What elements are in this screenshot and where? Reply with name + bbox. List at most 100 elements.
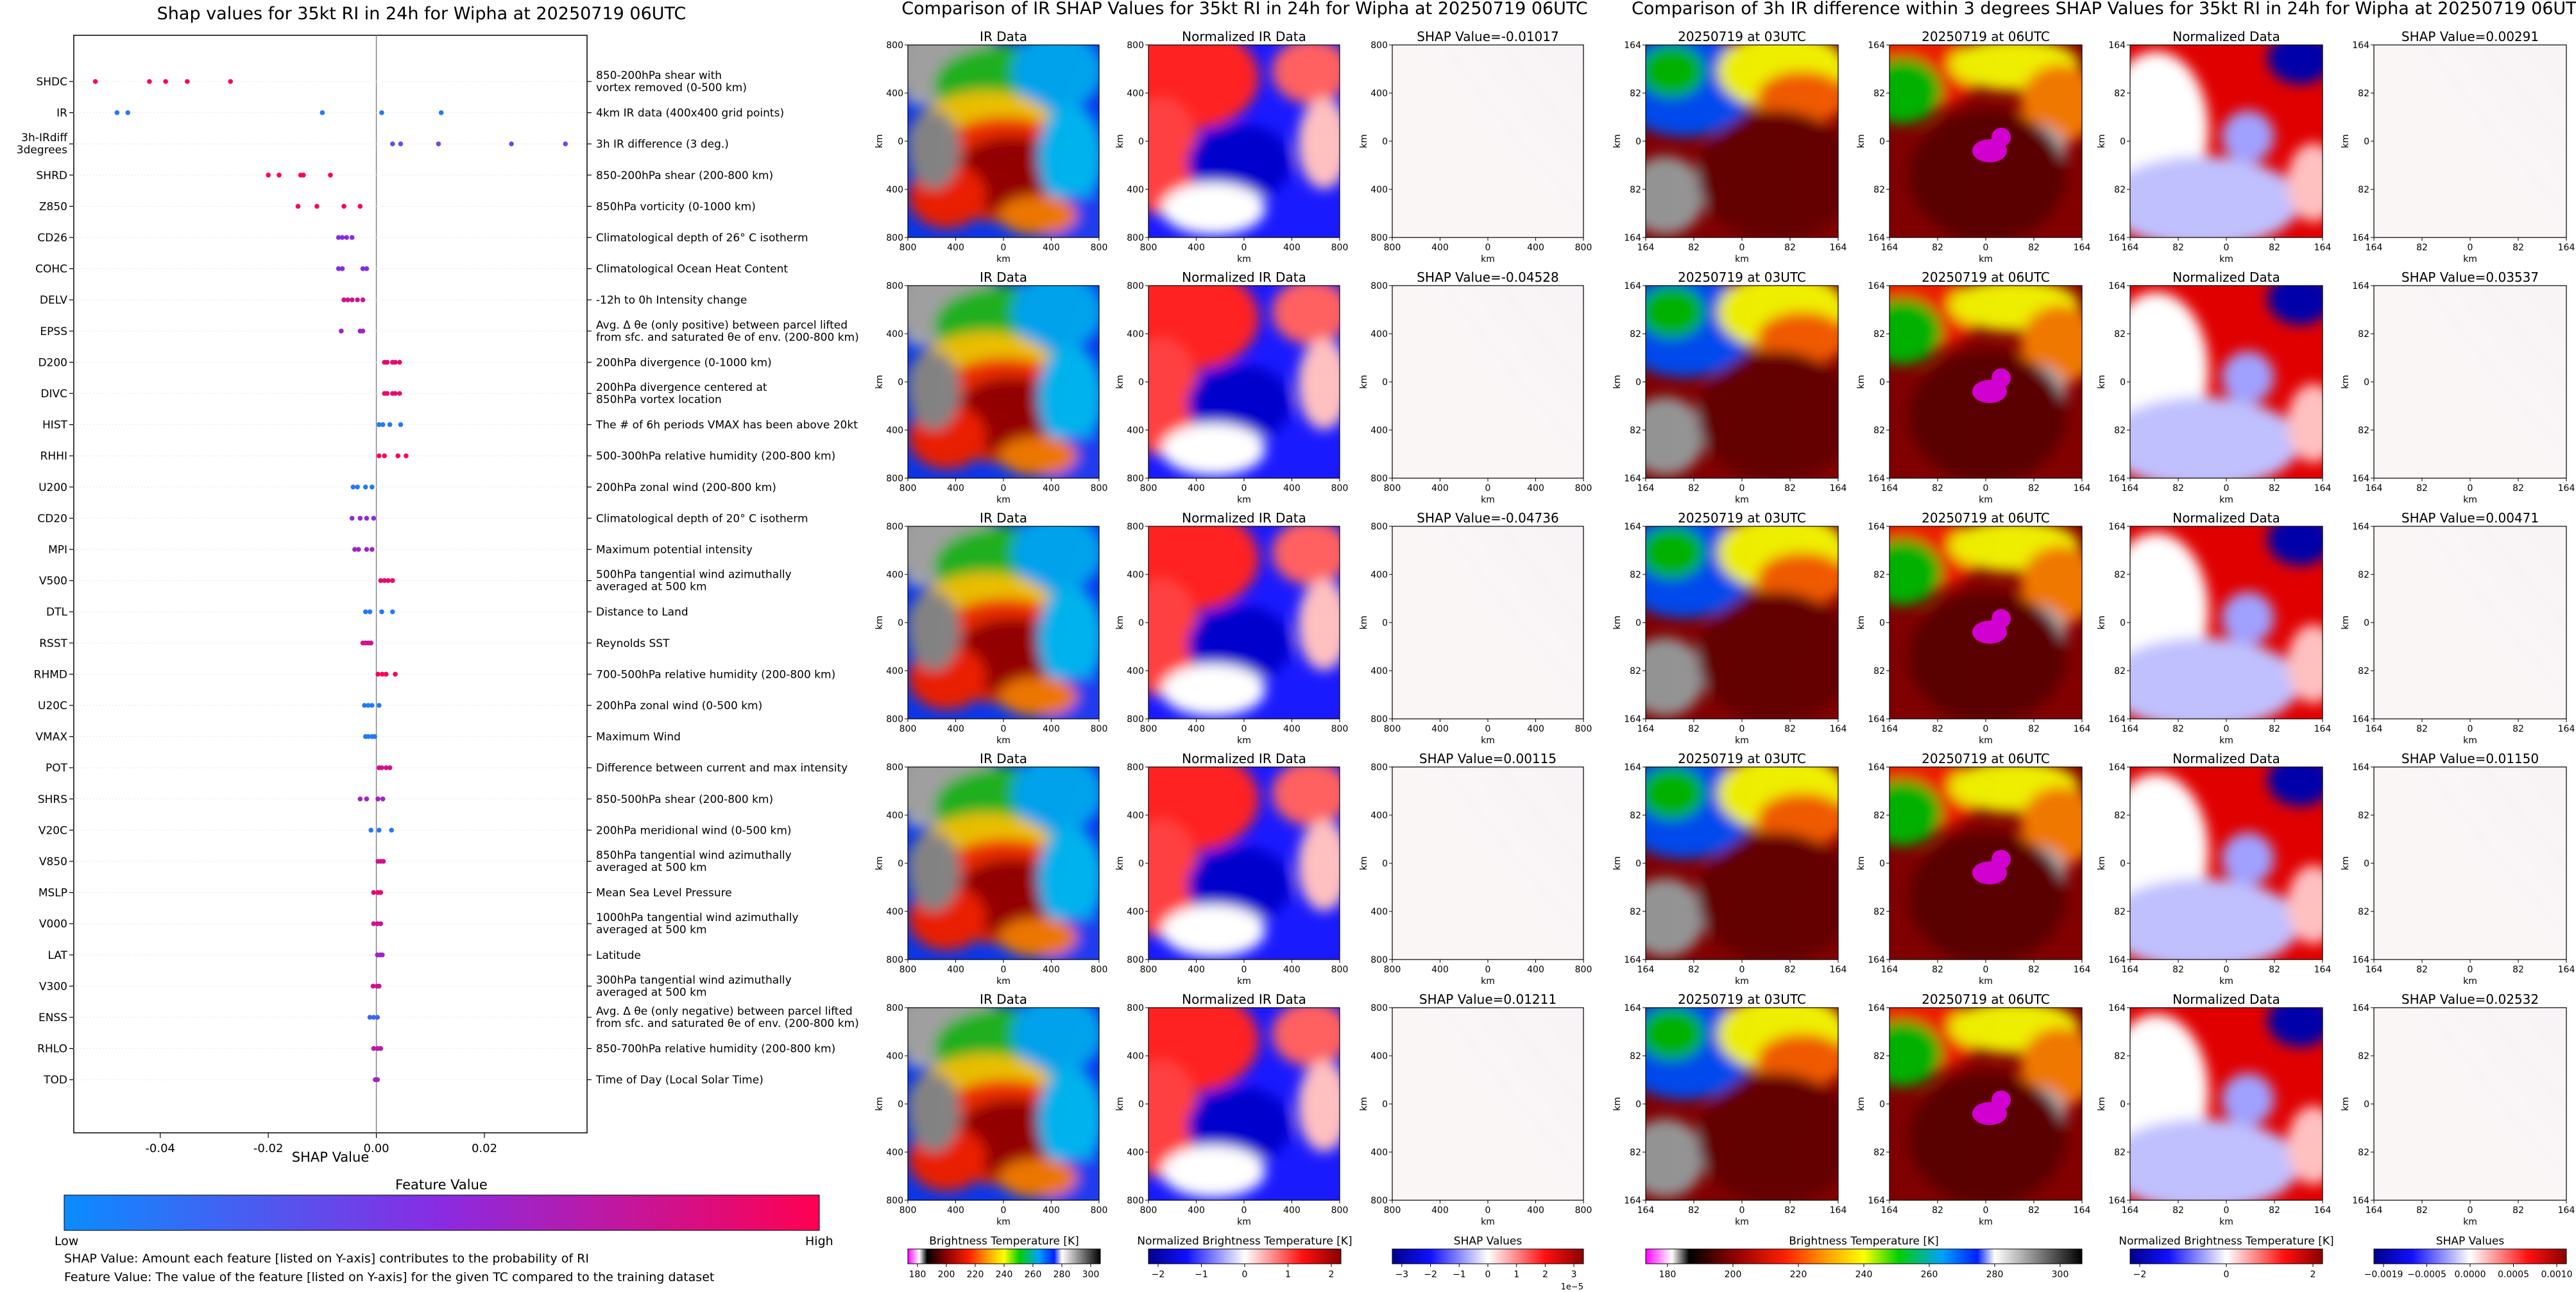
image-panels: IR Data 800 400 0 400 800 800 400 0 400 800 km km Nor…: [874, 29, 2575, 1227]
shap-point: [379, 110, 384, 116]
shap-point: [372, 734, 377, 739]
panel-xtick-label: 82: [2512, 965, 2524, 975]
panel-xtick-label: 400: [947, 243, 964, 253]
panel-ytick-label: 800: [1370, 474, 1388, 484]
panel-xlabel: km: [1735, 254, 1749, 264]
colorbar-tick-label: 260: [1921, 1270, 1938, 1280]
panel-ytick-label: 400: [1127, 811, 1144, 821]
plot-frame: [73, 35, 588, 1133]
shap-point: [355, 297, 360, 303]
panel-xlabel: km: [1979, 1217, 1993, 1227]
shap-point: [390, 141, 395, 146]
panel-xtick-label: 164: [2122, 483, 2139, 494]
shap-point: [438, 110, 444, 116]
panel-ytick-label: 400: [886, 1051, 903, 1062]
panel-title: SHAP Value=-0.04736: [1417, 510, 1558, 526]
panel-xtick-label: 0: [1485, 965, 1491, 975]
panel-ytick-label: 82: [1630, 329, 1641, 340]
colorbar-tick-label: 300: [2052, 1270, 2069, 1280]
panel-title: 20250719 at 03UTC: [1678, 510, 1806, 526]
panel-xtick-label: 400: [1283, 483, 1301, 494]
panel-title: Normalized IR Data: [1182, 270, 1306, 285]
panel-xtick-label: 0: [2224, 243, 2230, 253]
feature-description: 1000hPa tangential wind azimuthally: [596, 911, 799, 924]
panel-xtick-label: 164: [1881, 243, 1898, 253]
panel-xtick-label: 0: [1241, 243, 1247, 253]
panel-ytick-label: 164: [1868, 762, 1885, 773]
panel-ylabel: km: [1115, 616, 1125, 630]
shap-point: [371, 1015, 377, 1020]
shap-point: [382, 453, 388, 458]
panel-ytick-label: 800: [886, 474, 903, 484]
panel-ytick-label: 0: [1635, 1099, 1641, 1110]
colorbar-tick-label: 280: [1053, 1270, 1071, 1280]
shap-point: [366, 703, 371, 708]
panel-image: [1392, 766, 1584, 960]
feature-description: 700-500hPa relative humidity (200-800 km…: [596, 668, 835, 681]
feature-code: U20C: [38, 700, 67, 712]
panel-ytick-label: 164: [1624, 281, 1641, 291]
panel-xtick-label: 0: [1983, 243, 1989, 253]
feature-description: 200hPa zonal wind (200-800 km): [596, 481, 776, 494]
panel-xtick-label: 164: [1830, 724, 1847, 734]
panel-xtick-label: 0: [1001, 483, 1007, 494]
shap-point: [376, 453, 382, 458]
feature-code: U200: [38, 481, 67, 494]
shap-point: [314, 203, 320, 209]
panel-xlabel: km: [1735, 495, 1749, 505]
panel-ytick-label: 82: [2114, 426, 2126, 436]
feature-code: VMAX: [35, 731, 67, 744]
panel-xtick-label: 800: [1140, 724, 1157, 734]
shap-point: [398, 422, 404, 427]
panel-ytick-label: 800: [1127, 762, 1144, 773]
panel-ytick-label: 800: [886, 955, 903, 965]
panel-ytick-label: 400: [886, 570, 903, 580]
panel-xtick-label: 800: [1575, 243, 1592, 253]
shap-point: [366, 734, 371, 739]
shap-point: [336, 235, 341, 240]
shap-point: [355, 485, 360, 490]
panel-ytick-label: 0: [1879, 618, 1885, 628]
panel-xtick-label: 164: [1830, 965, 1847, 975]
panel-ylabel: km: [874, 616, 885, 630]
panel-ytick-label: 164: [1868, 522, 1885, 532]
panel-xtick-label: 82: [2269, 724, 2280, 734]
panel-title: IR Data: [980, 510, 1027, 526]
feature-code: CD26: [37, 232, 67, 245]
panel-xtick-label: 0: [1001, 965, 1007, 975]
feature-code: ENSS: [38, 1012, 67, 1024]
feature-code: DTL: [46, 606, 67, 619]
panel-image: [1392, 526, 1584, 719]
shap-point: [436, 141, 441, 146]
colorbar-label: Brightness Temperature [K]: [929, 1235, 1079, 1248]
feature-description-line2: averaged at 500 km: [596, 861, 707, 874]
feature-code: DIVC: [40, 388, 67, 401]
colorbar-label: SHAP Values: [1454, 1235, 1523, 1248]
shap-point: [383, 765, 389, 770]
panel-ytick-label: 0: [2364, 137, 2369, 147]
panel-xlabel: km: [996, 1217, 1011, 1227]
panel-ytick-label: 800: [1127, 233, 1144, 243]
panel-ytick-label: 800: [886, 762, 903, 773]
panel-title: SHAP Value=-0.04528: [1417, 270, 1558, 285]
diff-section-title: Comparison of 3h IR difference within 3 …: [1632, 0, 2576, 19]
panel-ytick-label: 400: [1370, 89, 1388, 99]
panel-xtick-label: 164: [1881, 1205, 1898, 1216]
shap-point: [382, 578, 388, 583]
shap-point: [404, 453, 409, 458]
shap-point: [301, 173, 306, 178]
panel-ytick-label: 164: [2352, 522, 2369, 532]
panel-title: 20250719 at 06UTC: [1922, 270, 2050, 285]
panel-ytick-label: 164: [2352, 40, 2369, 51]
panel-ytick-label: 400: [1370, 329, 1388, 340]
panel-image: [1148, 526, 1340, 719]
panel-xtick-label: 800: [1091, 1205, 1108, 1216]
shap-point: [341, 203, 346, 209]
panel-xtick-label: 800: [1384, 243, 1401, 253]
panel-image: [2373, 1007, 2567, 1201]
panel-ytick-label: 82: [1630, 185, 1641, 195]
panel-ytick-label: 164: [1624, 474, 1641, 484]
panel-xtick-label: 82: [2172, 483, 2184, 494]
panel-image: [1889, 526, 2083, 719]
panel-xtick-label: 82: [2269, 965, 2280, 975]
